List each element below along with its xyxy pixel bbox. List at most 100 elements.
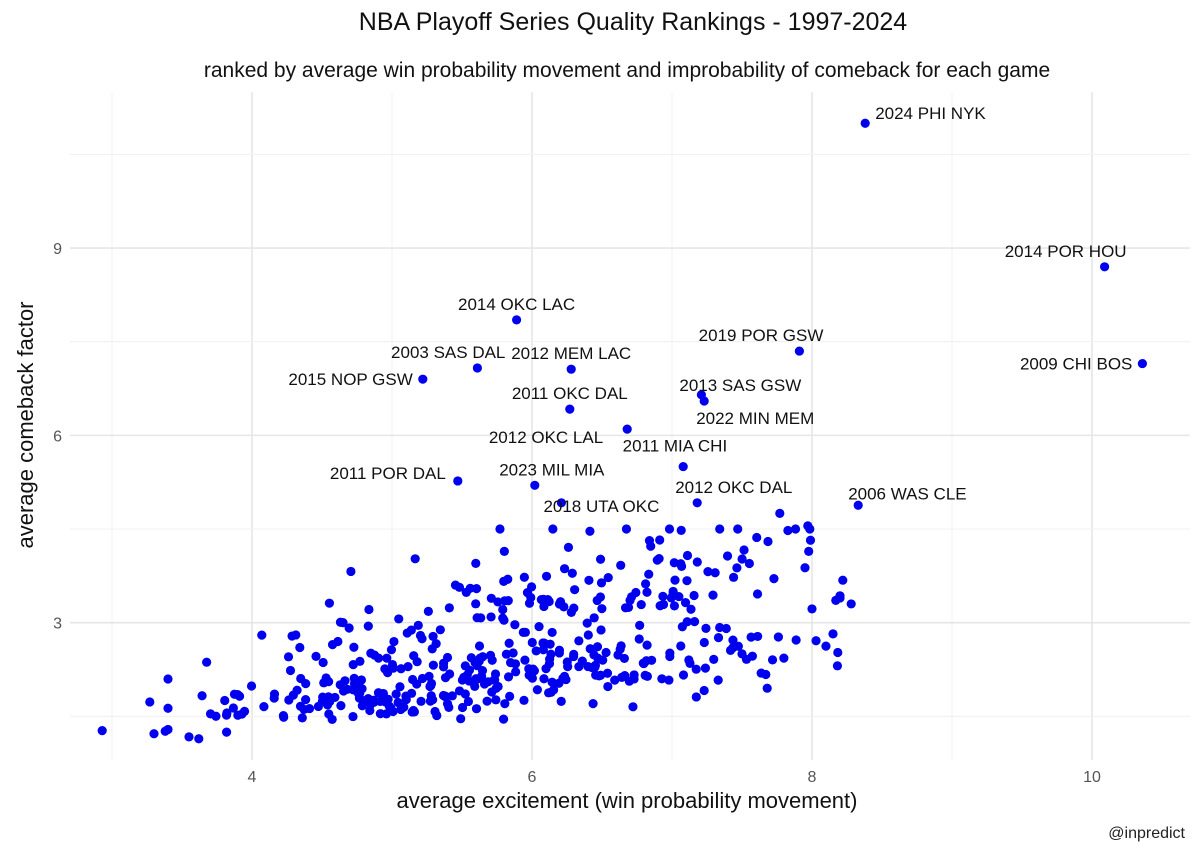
data-point	[531, 646, 541, 656]
data-point	[333, 636, 343, 647]
data-point	[543, 594, 553, 605]
data-point	[407, 707, 417, 717]
data-point	[462, 670, 472, 680]
data-point	[444, 603, 454, 613]
data-point	[701, 623, 711, 633]
data-point	[291, 630, 301, 640]
data-point	[160, 726, 170, 736]
point-label: 2012 OKC LAL	[489, 428, 603, 447]
data-point	[541, 571, 552, 581]
data-point	[640, 670, 650, 680]
data-point	[752, 532, 762, 543]
data-point	[499, 546, 509, 556]
data-point	[344, 623, 354, 633]
data-point	[319, 678, 329, 688]
data-point	[336, 701, 346, 711]
data-point	[728, 643, 738, 653]
data-point	[664, 524, 675, 534]
data-point	[805, 535, 816, 545]
data-point	[568, 651, 579, 662]
data-point	[628, 702, 638, 712]
data-point	[747, 651, 757, 661]
data-point	[710, 568, 720, 578]
labeled-data-point	[556, 498, 567, 508]
data-point	[728, 635, 738, 645]
data-point	[539, 638, 549, 648]
data-point	[783, 525, 793, 536]
data-point	[505, 658, 516, 668]
labeled-data-point	[622, 424, 632, 434]
data-point	[520, 627, 530, 637]
data-point	[556, 696, 566, 707]
data-point	[790, 524, 801, 534]
data-point	[554, 678, 564, 688]
data-point	[592, 642, 603, 652]
data-point	[426, 680, 436, 691]
data-point	[629, 674, 639, 684]
data-point	[753, 631, 763, 642]
data-point	[534, 621, 544, 632]
data-point	[313, 701, 323, 712]
data-point	[832, 661, 843, 671]
data-point	[297, 713, 307, 723]
data-point	[510, 620, 520, 630]
data-point	[529, 666, 539, 676]
data-point	[149, 729, 159, 739]
data-point	[498, 714, 509, 724]
data-point	[471, 558, 481, 568]
data-point	[544, 688, 554, 698]
data-point	[221, 710, 232, 720]
chart-subtitle: ranked by average win probability moveme…	[204, 59, 1050, 82]
data-point	[596, 578, 607, 588]
data-point	[644, 569, 654, 579]
data-point	[811, 636, 821, 646]
data-point	[395, 682, 405, 692]
data-point	[613, 650, 623, 660]
data-point	[828, 629, 838, 639]
data-point	[691, 692, 701, 702]
data-point	[163, 703, 173, 713]
point-label: 2011 MIA CHI	[623, 437, 728, 456]
data-point	[594, 671, 604, 681]
data-point	[221, 727, 232, 737]
data-point	[700, 663, 711, 673]
axis-ticks: 4 6 8 10 3 6 9	[53, 241, 1101, 786]
data-point	[676, 641, 686, 651]
labeled-data-point	[794, 346, 805, 356]
data-point	[470, 681, 480, 691]
data-point	[470, 657, 480, 668]
data-point	[487, 687, 497, 697]
data-point	[457, 702, 468, 713]
data-point	[639, 658, 649, 669]
data-point	[393, 697, 403, 708]
data-point	[655, 601, 665, 611]
data-point	[686, 604, 696, 614]
data-point	[642, 640, 652, 650]
data-point	[299, 704, 309, 715]
point-label: 2024 PHI NYK	[875, 104, 986, 123]
data-point	[767, 655, 778, 665]
data-point	[491, 695, 501, 705]
point-label: 2014 OKC LAC	[458, 295, 575, 314]
data-point	[417, 673, 428, 684]
chart-caption: @inpredict	[1108, 825, 1185, 842]
y-tick-label: 6	[53, 428, 62, 445]
labeled-data-point	[472, 363, 482, 373]
point-label: 2012 MEM LAC	[511, 344, 631, 363]
data-point	[229, 689, 240, 699]
data-point	[471, 674, 481, 684]
data-point	[585, 644, 595, 654]
data-point	[435, 625, 445, 635]
data-point	[733, 524, 743, 534]
data-point	[194, 734, 204, 744]
data-point	[292, 685, 302, 695]
data-point	[311, 651, 321, 661]
data-point	[348, 711, 358, 722]
data-point	[838, 575, 848, 585]
data-point	[403, 661, 413, 672]
data-point	[652, 555, 662, 565]
data-point	[519, 572, 529, 582]
data-point	[416, 696, 426, 706]
data-point	[640, 579, 651, 589]
data-point	[691, 664, 701, 674]
